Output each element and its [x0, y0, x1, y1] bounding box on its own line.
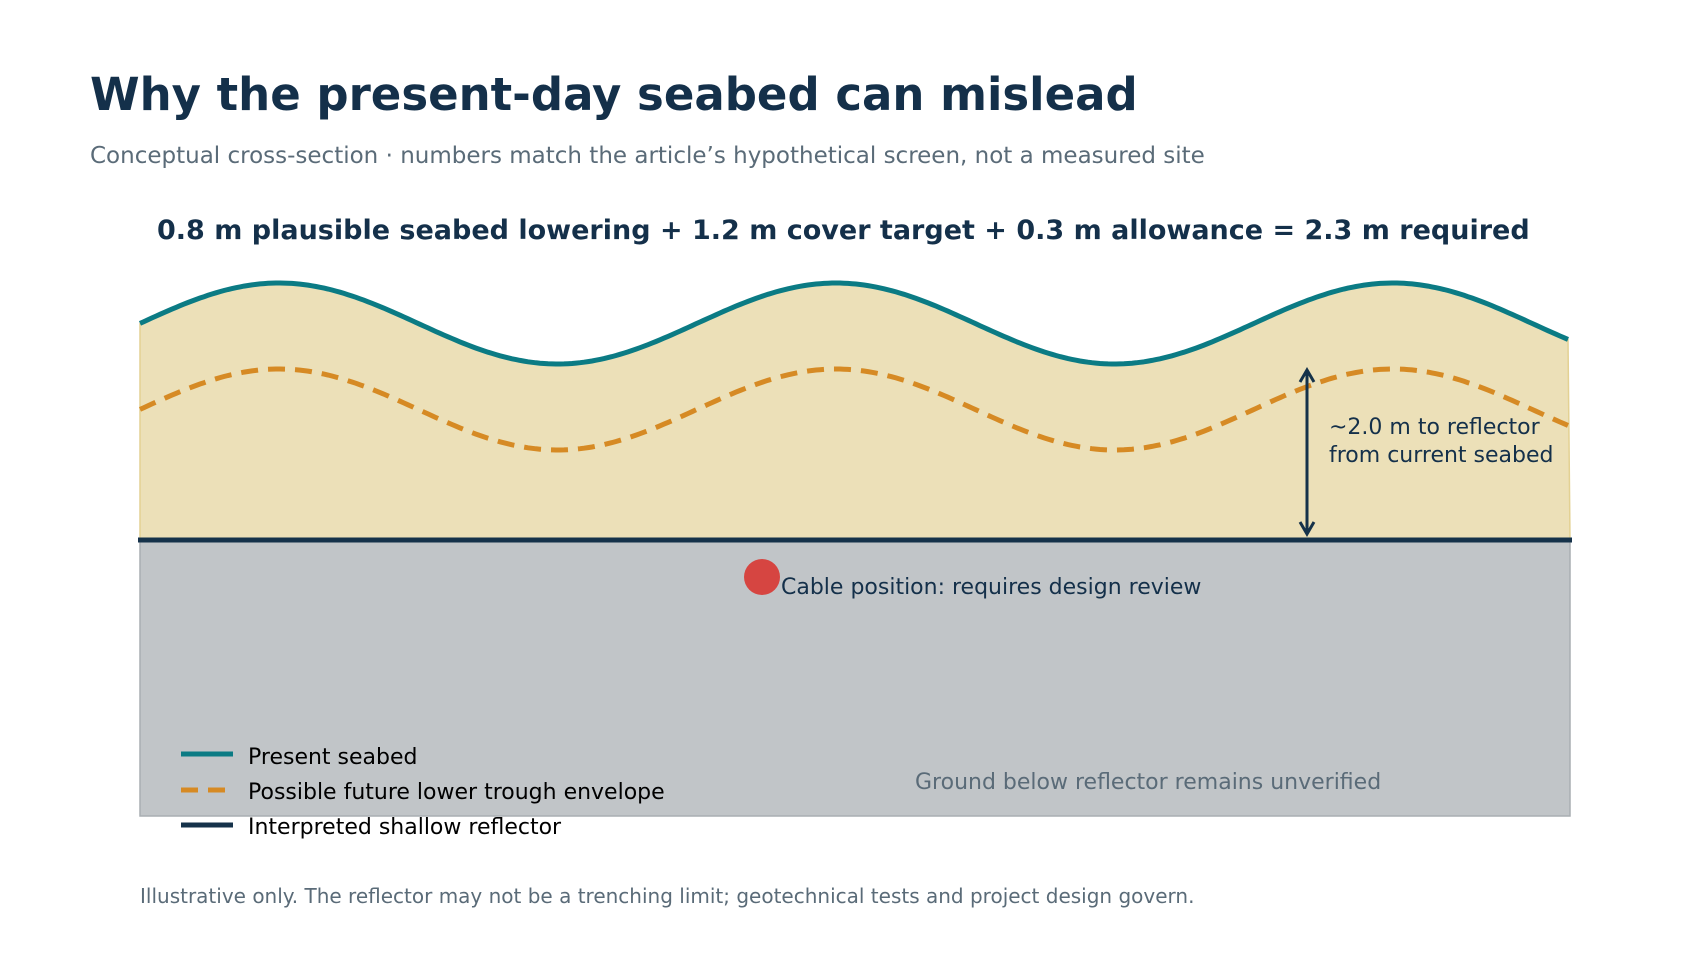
depth-arrow: [1298, 367, 1316, 537]
depth-equation: 0.8 m plausible seabed lowering + 1.2 m …: [157, 215, 1530, 246]
depth-annotation-line1: ~2.0 m to reflector: [1329, 415, 1541, 440]
cable-annotation: Cable position: requires design review: [781, 575, 1201, 600]
page-title: Why the present-day seabed can mislead: [90, 68, 1138, 121]
depth-annotation-line2: from current seabed: [1329, 443, 1554, 468]
legend-future-trough-label: Possible future lower trough envelope: [248, 780, 665, 805]
sediment-zone: [139, 282, 1571, 541]
cable-marker: [744, 559, 780, 595]
unverified-ground-label: Ground below reflector remains unverifie…: [915, 770, 1381, 795]
future-trough-envelope-line: [138, 366, 1569, 453]
page-subtitle: Conceptual cross-section · numbers match…: [90, 143, 1205, 169]
legend-present-seabed-label: Present seabed: [248, 745, 417, 770]
footnote: Illustrative only. The reflector may not…: [140, 884, 1195, 908]
legend: Present seabed Possible future lower tro…: [181, 745, 665, 840]
unverified-ground-zone: [139, 539, 1571, 817]
legend-reflector-label: Interpreted shallow reflector: [248, 815, 562, 840]
present-seabed-line: [138, 280, 1569, 367]
